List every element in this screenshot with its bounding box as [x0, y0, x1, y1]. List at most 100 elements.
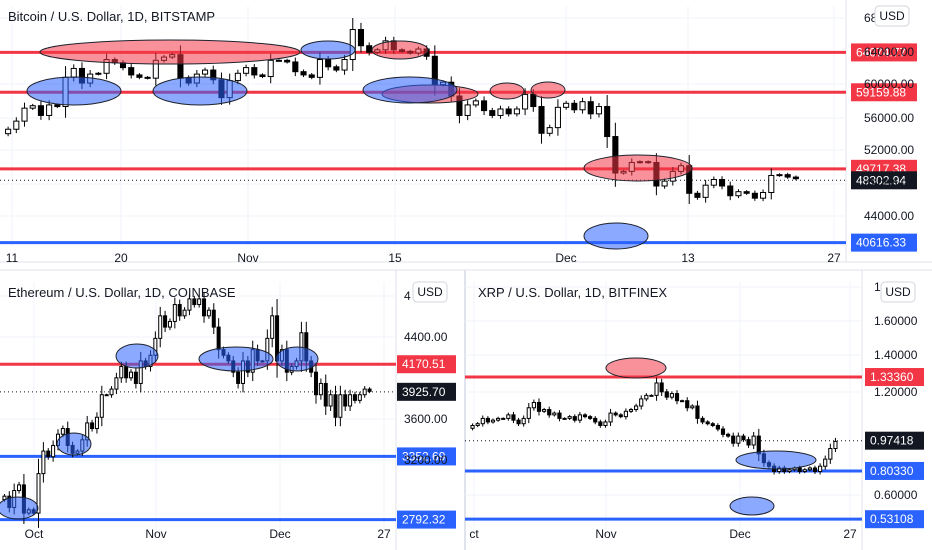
btc-current-price-tag[interactable]: 48302.94 [851, 171, 917, 190]
xrp-candle-body [695, 405, 700, 419]
eth-candle [328, 389, 333, 411]
eth-candle [338, 385, 343, 427]
xrp-candle-body [715, 424, 720, 430]
btc-candle-body [316, 59, 323, 78]
xrp-level-tag[interactable]: 0.53108 [865, 510, 924, 529]
eth-chart-panel[interactable]: 4170.51 3352.69 2792.32 3925.70 4 4400.00 3600… [0, 281, 456, 541]
btc-candle [357, 22, 365, 53]
eth-candle-body [60, 428, 65, 435]
xrp-candle-body [746, 439, 751, 446]
xrp-level-tag[interactable]: 0.80330 [865, 461, 924, 480]
eth-candle-body [270, 315, 275, 339]
xrp-candle [496, 416, 501, 422]
xrp-candle-body [506, 414, 511, 419]
btc-candle-body [308, 74, 315, 78]
xrp-price-axis[interactable]: 1.333600.803300.531080.974181.80001.6000… [865, 280, 924, 529]
btc-candle [554, 99, 561, 136]
xrp-candle [475, 422, 480, 428]
eth-candle-body [348, 394, 353, 407]
btc-candle [37, 101, 44, 120]
xrp-candle [511, 411, 516, 424]
btc-level-tag[interactable]: 59159.88 [851, 83, 917, 102]
xrp-x-tick-label: 27 [843, 527, 857, 541]
btc-candle-body [727, 185, 734, 197]
xrp-candle [705, 420, 710, 426]
btc-chart-panel[interactable]: 64074.7759159.8849717.3840616.3348302.94… [0, 5, 917, 265]
btc-candle [275, 59, 282, 62]
xrp-current-price-text: 0.97418 [870, 434, 914, 448]
xrp-candle [710, 422, 715, 428]
xrp-candle [623, 408, 628, 420]
btc-currency-label: USD [879, 9, 905, 23]
xrp-candle [526, 403, 531, 424]
eth-candle [197, 295, 202, 308]
eth-level-tag[interactable]: 2792.32 [397, 510, 456, 529]
btc-candle [292, 57, 299, 77]
eth-level-tag[interactable]: 4170.51 [397, 355, 456, 374]
btc-candle-body [489, 110, 496, 116]
btc-candle-body [464, 104, 471, 116]
btc-time-axis[interactable]: 11 20 Nov 15 Dec 13 27 [6, 251, 841, 265]
eth-candle [172, 297, 177, 329]
btc-candle [95, 72, 102, 76]
btc-candle-body [538, 106, 545, 134]
eth-candle-body [109, 388, 114, 396]
xrp-candle [521, 415, 526, 427]
btc-currency-badge[interactable]: USD [874, 5, 910, 27]
xrp-candle [582, 413, 588, 419]
xrp-chart-panel[interactable]: 1.333600.803300.531080.974181.80001.6000… [465, 280, 924, 541]
xrp-y-tick-label: 1.40000 [874, 348, 918, 362]
xrp-candle-body [705, 421, 710, 425]
btc-candle-body [702, 184, 709, 198]
btc-x-tick-label: 13 [681, 251, 695, 265]
eth-level-tag[interactable]: 3352.69 [397, 447, 456, 466]
eth-price-axis[interactable]: 4170.51 3352.69 2792.32 3925.70 4 4400.00 3600… [397, 289, 456, 529]
btc-candle [522, 88, 529, 116]
xrp-candle-body [547, 409, 552, 416]
eth-candle-body [197, 298, 202, 306]
eth-level-tag-text: 2792.32 [402, 513, 446, 527]
xrp-candle [470, 423, 475, 431]
btc-level-tag[interactable]: 64074.77 [851, 43, 917, 62]
xrp-candle-body [485, 417, 490, 423]
eth-currency-badge[interactable]: USD [412, 281, 448, 303]
xrp-time-axis[interactable]: ct Nov Dec 27 [469, 527, 857, 541]
eth-candle [177, 299, 182, 321]
xrp-level-tag[interactable]: 1.33360 [865, 368, 924, 387]
btc-x-tick-label: 11 [6, 251, 19, 265]
btc-blue-circle-marker [26, 76, 122, 106]
btc-price-axis[interactable]: 64074.7759159.8849717.3840616.3348302.94… [851, 11, 917, 252]
xrp-currency-badge[interactable]: USD [880, 281, 916, 303]
eth-candle-body [333, 394, 338, 418]
btc-candle-body [513, 108, 520, 115]
eth-time-axis[interactable]: Oct Nov Dec 27 [25, 527, 391, 541]
eth-candle-body [216, 326, 221, 351]
xrp-level-tag-text: 0.53108 [870, 512, 914, 526]
xrp-candle-body [669, 393, 674, 398]
xrp-candle-body [731, 435, 736, 444]
btc-candle-body [743, 191, 750, 194]
btc-candle-body [300, 71, 307, 76]
btc-red-circle-marker [583, 154, 693, 182]
xrp-candle-body [475, 423, 480, 426]
eth-chart-title: Ethereum / U.S. Dollar, 1D, COINBASE [8, 285, 236, 300]
btc-candle-body [604, 106, 611, 138]
xrp-y-tick-label: 1.20000 [874, 385, 918, 399]
xrp-candle-body [521, 417, 526, 425]
btc-candle [243, 64, 250, 77]
eth-candle [109, 386, 114, 398]
xrp-candle [659, 378, 664, 396]
xrp-current-price-tag[interactable]: 0.97418 [865, 431, 924, 450]
eth-current-price-tag[interactable]: 3925.70 [397, 382, 456, 401]
btc-candle [46, 100, 53, 121]
xrp-candle-body [516, 419, 521, 425]
eth-candle-body [338, 394, 343, 418]
btc-candle-body [37, 105, 44, 116]
xrp-candle-body [511, 414, 516, 421]
eth-candle-body [163, 315, 168, 328]
xrp-candle [480, 415, 485, 427]
btc-level-tag[interactable]: 40616.33 [851, 233, 917, 252]
btc-blue-circle-marker [152, 76, 248, 106]
xrp-candle-body [603, 421, 608, 426]
